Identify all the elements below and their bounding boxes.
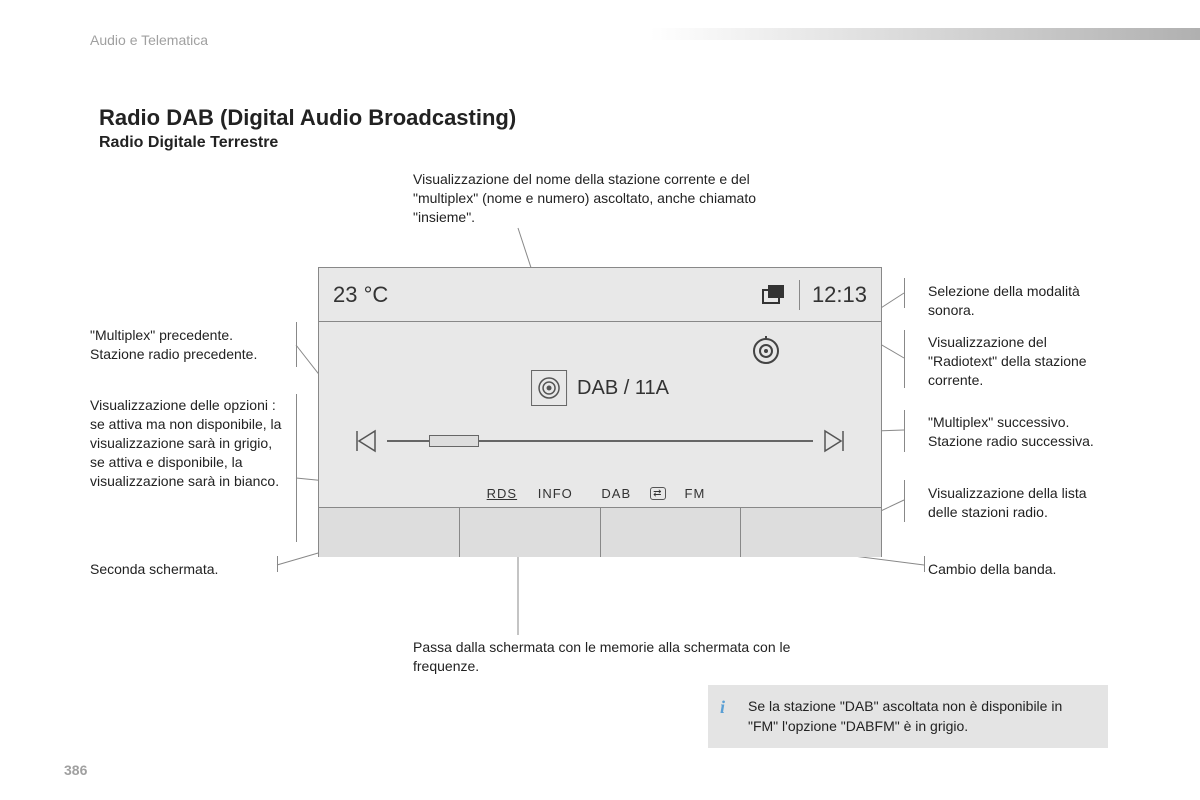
- callout-right-station-list: Visualizzazione della lista delle stazio…: [928, 484, 1113, 522]
- bottom-btn-1[interactable]: [319, 508, 460, 557]
- main-area: DAB / 11A RDS INFO DAB⇄FM: [319, 322, 881, 507]
- guide-right-1: [904, 278, 905, 308]
- guide-right-3: [904, 410, 905, 452]
- guide-right-5: [924, 556, 925, 572]
- callout-right-next: "Multiplex" successivo. Stazione radio s…: [928, 413, 1113, 451]
- bottom-btn-4[interactable]: [741, 508, 881, 557]
- bottom-btn-3[interactable]: [601, 508, 742, 557]
- guide-right-2: [904, 330, 905, 388]
- callout-bottom: Passa dalla schermata con le memorie all…: [413, 638, 793, 676]
- callout-right-band: Cambio della banda.: [928, 560, 1108, 579]
- opt-rds: RDS: [487, 486, 517, 501]
- info-note: i Se la stazione "DAB" ascoltata non è d…: [708, 685, 1108, 748]
- status-bar: 23 °C 12:13: [319, 268, 881, 322]
- page-subtitle: Radio Digitale Terrestre: [99, 134, 278, 152]
- station-name: DAB / 11A: [577, 377, 669, 400]
- guide-left-2: [296, 394, 297, 542]
- guide-right-4: [904, 480, 905, 522]
- callout-right-radiotext: Visualizzazione del "Radiotext" della st…: [928, 333, 1113, 390]
- status-divider: [799, 280, 800, 310]
- bottom-btn-2[interactable]: [460, 508, 601, 557]
- station-row: DAB / 11A: [531, 370, 669, 406]
- radio-screen: 23 °C 12:13 DAB / 11A: [318, 267, 882, 557]
- guide-left-3: [277, 556, 278, 572]
- bottom-button-row: [319, 507, 881, 557]
- section-header: Audio e Telematica: [90, 32, 208, 48]
- next-button[interactable]: [821, 428, 847, 454]
- progress-track[interactable]: [387, 440, 813, 442]
- swap-icon: ⇄: [650, 487, 665, 500]
- windows-icon: [761, 284, 787, 306]
- seek-row: [353, 428, 847, 454]
- callout-top: Visualizzazione del nome della stazione …: [413, 170, 773, 227]
- opt-dabfm: DAB⇄FM: [593, 486, 713, 501]
- guide-left-1: [296, 322, 297, 367]
- sound-mode-icon[interactable]: [751, 336, 781, 371]
- prev-button[interactable]: [353, 428, 379, 454]
- progress-handle[interactable]: [429, 435, 479, 447]
- options-row: RDS INFO DAB⇄FM: [319, 486, 881, 501]
- callout-left-prev: "Multiplex" precedente. Stazione radio p…: [90, 326, 270, 364]
- header-gradient: [650, 28, 1200, 40]
- signal-icon: [531, 370, 567, 406]
- page-number: 386: [64, 762, 87, 778]
- callout-right-sound-mode: Selezione della modalità sonora.: [928, 282, 1108, 320]
- info-icon: i: [720, 695, 736, 711]
- opt-info: INFO: [538, 486, 573, 501]
- temperature-display: 23 °C: [333, 282, 388, 308]
- page-title: Radio DAB (Digital Audio Broadcasting): [99, 105, 516, 131]
- info-note-text: Se la stazione "DAB" ascoltata non è dis…: [748, 698, 1062, 734]
- time-display: 12:13: [812, 282, 867, 308]
- callout-left-second-screen: Seconda schermata.: [90, 560, 270, 579]
- callout-left-options: Visualizzazione delle opzioni : se attiv…: [90, 396, 285, 490]
